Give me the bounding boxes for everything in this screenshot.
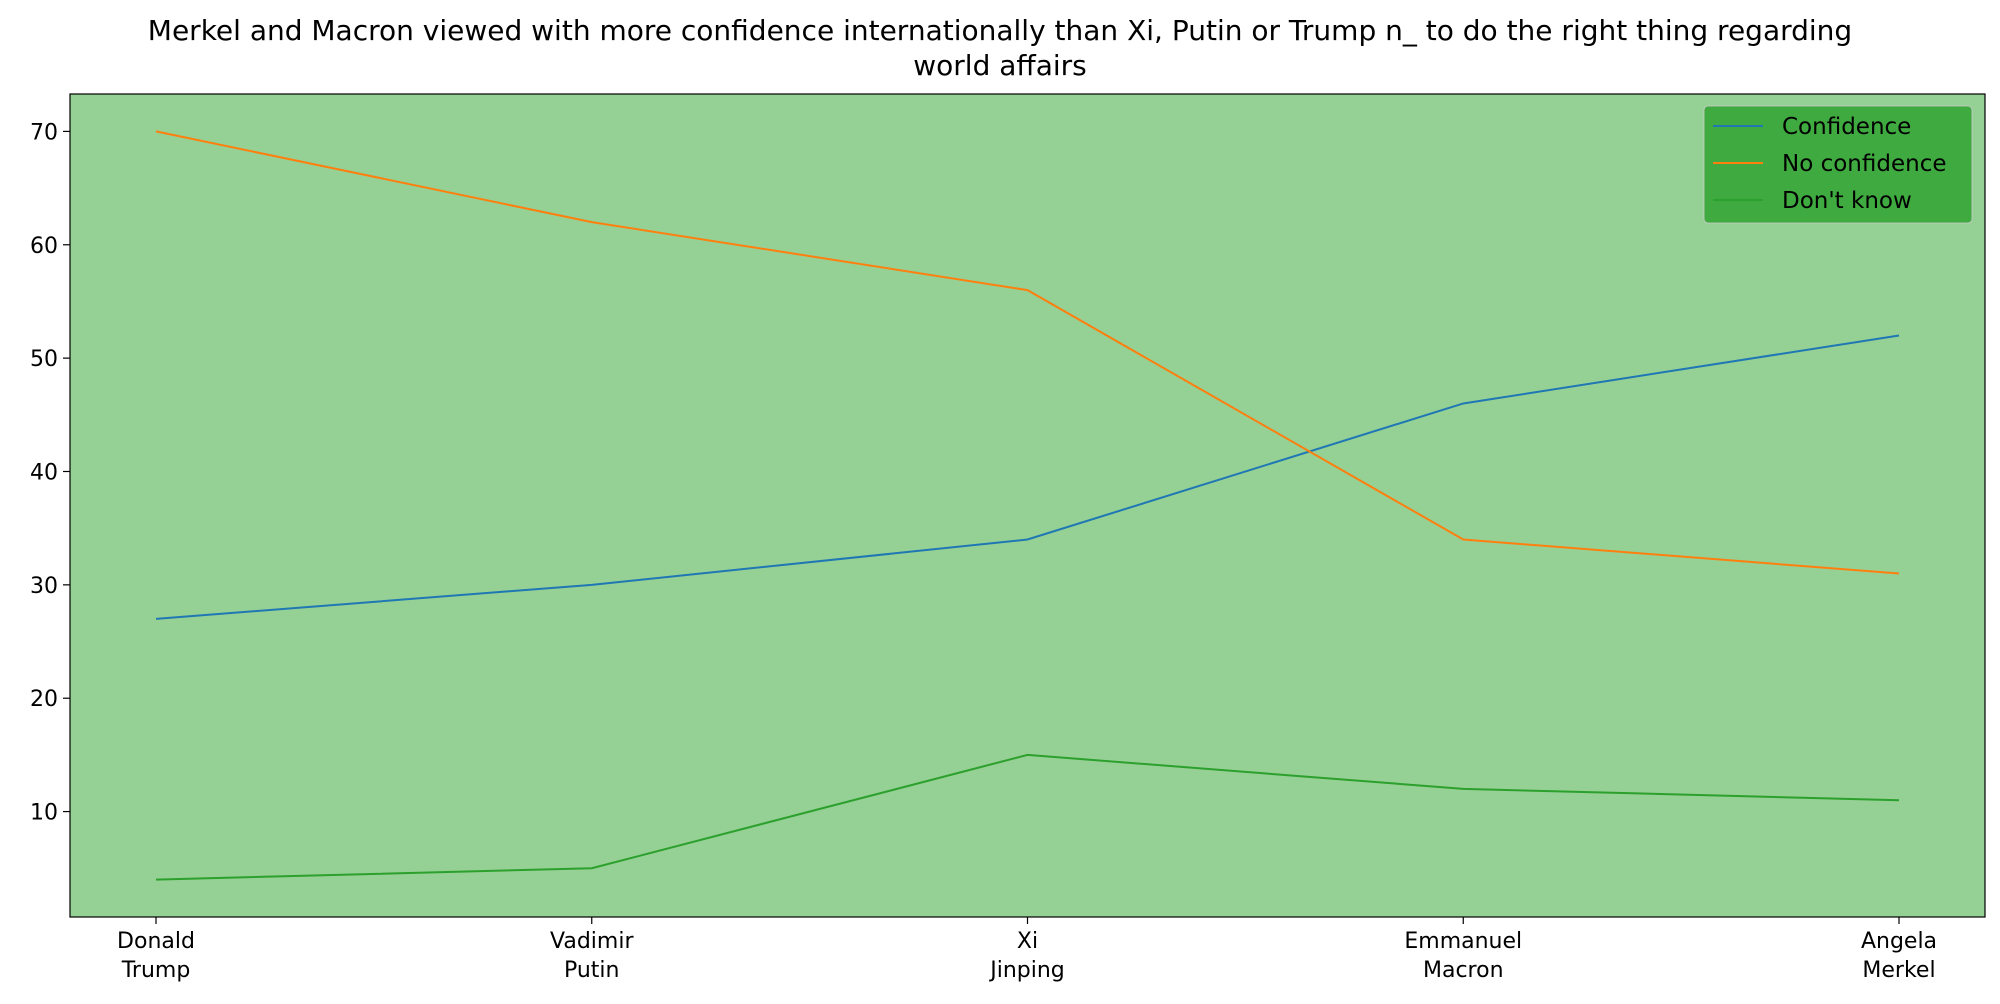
legend-entry-label: Confidence [1782,114,1911,140]
y-tick-label: 10 [30,801,58,826]
legend: Confidence No confidence Don't know [1703,105,1973,224]
y-tick-label: 30 [30,574,58,599]
y-tick-label: 40 [30,460,58,485]
y-tick-label: 50 [30,347,58,372]
series-line-confidence [155,334,1900,620]
x-tick-label: Angela Merkel [1861,929,1937,983]
x-tick-label: Vadimir Putin [550,929,634,983]
x-tick-label: Xi Jinping [988,929,1065,983]
chart-title: Merkel and Macron viewed with more confi… [148,14,1852,82]
y-tick-label: 20 [30,687,58,712]
y-axis-ticks: 10 20 30 40 50 60 70 [30,120,70,826]
y-tick-label: 60 [30,234,58,259]
plot-frame [69,93,1986,918]
legend-entry-label: No confidence [1782,151,1947,177]
legend-box [1703,105,1973,224]
series-line-no-confidence [155,130,1900,575]
x-tick-label: Emmanuel Macron [1404,929,1522,983]
x-axis-ticks: Donald Trump Vadimir Putin Xi Jinping Emmanuel… [117,917,1937,983]
chart-title-line-1: Merkel and Macron viewed with more confi… [148,14,1852,47]
plot-area [70,94,1985,917]
chart-title-line-2: world affairs [913,49,1086,82]
legend-entry-label: Don't know [1782,188,1912,214]
series-line-don-t-know [155,753,1900,881]
series-lines [155,130,1900,881]
x-tick-label: Donald Trump [117,929,195,983]
y-tick-label: 70 [30,120,58,145]
